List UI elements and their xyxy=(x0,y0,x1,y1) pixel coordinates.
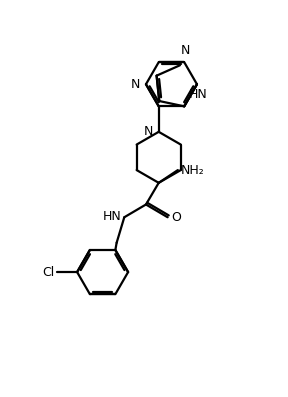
Text: NH₂: NH₂ xyxy=(181,164,204,177)
Text: HN: HN xyxy=(189,89,208,101)
Text: N: N xyxy=(143,125,153,138)
Text: Cl: Cl xyxy=(43,266,55,279)
Text: O: O xyxy=(172,211,181,224)
Text: N: N xyxy=(181,44,190,57)
Text: N: N xyxy=(131,78,140,91)
Text: HN: HN xyxy=(103,210,121,223)
